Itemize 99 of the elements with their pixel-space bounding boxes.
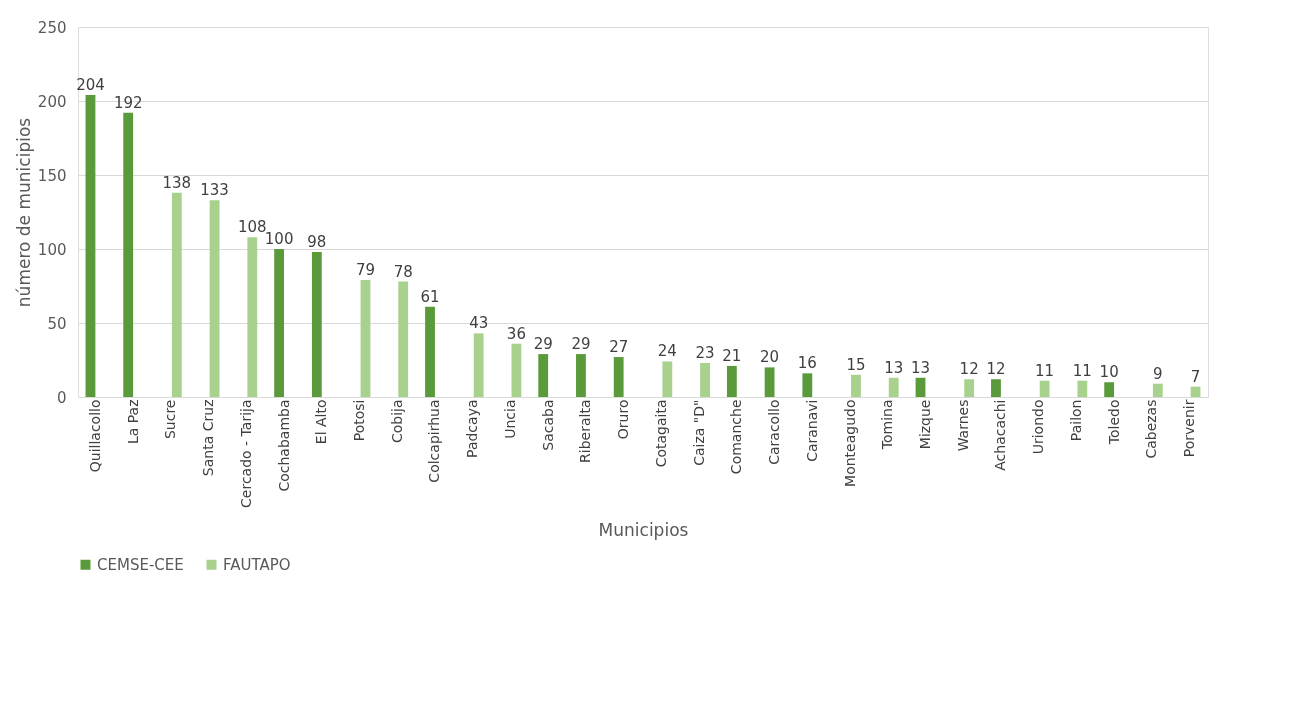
bar [425,306,435,397]
data-label: 10 [1099,363,1119,382]
bar [85,95,96,397]
x-tick-label: Sacaba [539,399,556,451]
bar [171,192,182,397]
data-label: 13 [884,358,904,377]
y-tick-label: 50 [47,314,67,333]
data-label: 24 [657,342,677,361]
bar [1104,382,1115,397]
data-label: 100 [264,230,294,248]
bar [851,374,861,397]
bar [576,354,586,397]
bar [1077,380,1088,397]
data-label: 98 [307,232,327,251]
bar [915,377,926,397]
bar [964,379,975,397]
data-label: 12 [959,360,979,379]
data-label: 61 [420,287,440,306]
x-tick-label: Pailon [1067,399,1084,442]
bar [247,237,258,397]
bar [700,362,710,397]
x-tick-label: Santa Cruz [200,399,217,477]
bar [726,365,737,397]
x-tick-label: Cabezas [1143,399,1160,459]
x-tick-label: Cobija [388,399,405,444]
x-tick-label: Caiza "D" [690,399,707,466]
data-label: 13 [910,358,931,377]
bar [1152,383,1163,397]
bar [123,112,134,397]
data-label: 16 [797,354,817,373]
data-label: 108 [237,218,267,237]
bar [398,281,409,397]
bar [311,251,322,397]
data-label: 138 [162,173,192,192]
x-tick-label: Uncia [501,399,518,439]
data-label: 9 [1153,364,1163,383]
bar [613,357,624,397]
x-tick-label: Riberalta [577,399,594,463]
x-axis-title: Municipios [598,519,689,540]
x-tick-label: Caranavi [803,399,820,462]
bar [360,280,371,397]
data-label: 11 [1072,361,1092,380]
data-label: 20 [760,348,780,367]
data-label: 43 [469,314,489,333]
data-label: 78 [393,262,413,281]
data-label: 36 [506,324,526,343]
x-tick-label: Colcapirhua [426,399,443,483]
bar [991,379,1001,397]
legend-label: CEMSE-CEE [97,555,184,574]
y-tick-label: 0 [56,388,67,407]
y-tick-label: 250 [37,18,67,37]
data-label: 27 [609,338,629,357]
bar [764,367,775,397]
x-tick-label: Toledo [1105,399,1122,446]
x-tick-label: Cotagaita [652,399,669,468]
x-tick-label: Mizque [916,399,933,450]
data-label: 29 [533,335,553,354]
bar [274,249,285,397]
x-tick-label: Oruro [615,399,632,440]
y-tick-label: 150 [37,166,67,185]
data-label: 7 [1190,367,1201,386]
legend-label: FAUTAPO [223,555,291,574]
data-label: 29 [571,335,591,354]
x-tick-label: Achacachi [992,399,1009,471]
x-tick-label: Porvenir [1181,399,1198,458]
x-tick-label: La Paz [124,399,141,445]
y-tick-label: 200 [37,92,67,111]
x-tick-label: Potosi [351,399,368,442]
data-label: 133 [200,181,229,200]
data-label: 11 [1035,361,1055,380]
data-label: 204 [76,76,105,95]
x-tick-label: Quillacollo [86,399,103,473]
data-label: 12 [986,360,1006,379]
x-tick-label: Warnes [954,399,971,452]
x-tick-label: Tomina [879,399,896,451]
y-tick-label: 100 [37,240,67,259]
bar [538,354,549,397]
data-label: 192 [113,93,143,112]
x-tick-label: Uriondo [1030,399,1047,455]
data-label: 23 [695,343,715,362]
bar [209,200,220,397]
x-tick-label: El Alto [313,399,330,445]
x-tick-label: Comanche [728,399,745,475]
x-tick-label: Cochabamba [275,399,292,492]
bar [1039,380,1050,397]
data-label: 15 [846,355,866,374]
bar [802,373,813,397]
x-tick-label: Cercado - Tarija [237,399,254,508]
x-tick-label: Sucre [162,399,179,440]
bar [662,361,673,397]
y-axis-title: número de municipios [13,117,34,308]
bar [888,377,899,397]
x-tick-label: Monteagudo [841,399,858,487]
bar [473,333,484,397]
bar [511,343,522,397]
x-tick-label: Padcaya [464,399,481,458]
data-label: 79 [355,261,376,280]
x-tick-label: Caracollo [766,399,783,465]
data-label: 21 [722,346,742,365]
